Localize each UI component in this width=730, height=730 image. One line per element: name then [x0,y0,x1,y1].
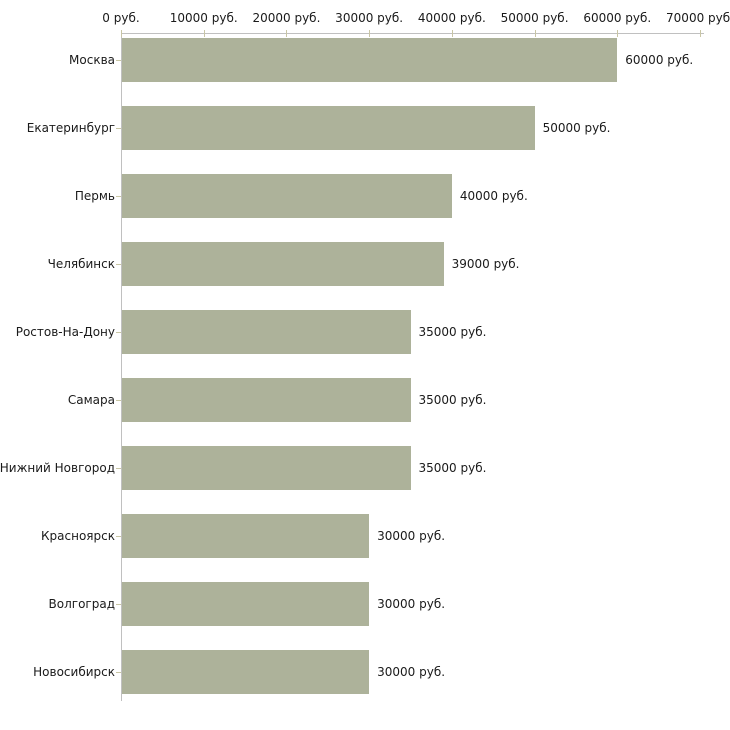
category-label: Волгоград [48,597,115,611]
bar-0 [122,38,618,82]
x-axis-tick-label: 70000 руб. [666,11,730,25]
y-axis-tick [116,128,121,129]
x-axis-tick [121,30,122,37]
bar-2 [122,174,452,218]
bar-9 [122,650,370,694]
x-axis-tick-label: 40000 руб. [417,11,486,25]
category-label: Новосибирск [33,665,115,679]
category-label: Москва [69,53,115,67]
value-label: 60000 руб. [625,53,694,67]
bar-5 [122,378,411,422]
bar-6 [122,446,411,490]
value-label: 30000 руб. [377,529,446,543]
y-axis-tick [116,264,121,265]
value-label: 40000 руб. [459,189,528,203]
x-axis-tick [617,30,619,37]
x-axis-tick-label: 0 руб. [102,11,140,25]
x-axis-tick [534,30,536,37]
value-label: 30000 руб. [377,665,446,679]
y-axis-tick [116,536,121,537]
value-label: 50000 руб. [542,121,611,135]
bar-7 [122,514,370,558]
y-axis-tick [116,672,121,673]
y-axis-tick [116,400,121,401]
value-label: 30000 руб. [377,597,446,611]
category-label: Нижний Новгород [0,461,115,475]
y-axis-tick [116,332,121,333]
y-axis-line [121,33,122,701]
x-axis-tick [369,30,371,37]
category-label: Екатеринбург [26,121,115,135]
bar-4 [122,310,411,354]
x-axis-tick-label: 50000 руб. [500,11,569,25]
value-label: 35000 руб. [418,393,487,407]
x-axis-line [121,33,704,34]
x-axis-tick [203,30,205,37]
y-axis-tick [116,196,121,197]
bar-3 [122,242,444,286]
bar-1 [122,106,535,150]
x-axis-tick [700,30,701,37]
value-label: 35000 руб. [418,325,487,339]
value-label: 35000 руб. [418,461,487,475]
y-axis-tick [116,604,121,605]
x-axis-tick-label: 30000 руб. [335,11,404,25]
value-label: 39000 руб. [451,257,520,271]
x-axis-tick-label: 20000 руб. [252,11,321,25]
bar-8 [122,582,370,626]
x-axis-tick [286,30,288,37]
y-axis-tick [116,60,121,61]
x-axis-tick-label: 60000 руб. [583,11,652,25]
category-label: Красноярск [41,529,115,543]
category-label: Пермь [74,189,115,203]
y-axis-tick [116,468,121,469]
category-label: Челябинск [47,257,115,271]
x-axis-tick [451,30,453,37]
category-label: Ростов-На-Дону [15,325,115,339]
category-label: Самара [67,393,115,407]
x-axis-tick-label: 10000 руб. [169,11,238,25]
